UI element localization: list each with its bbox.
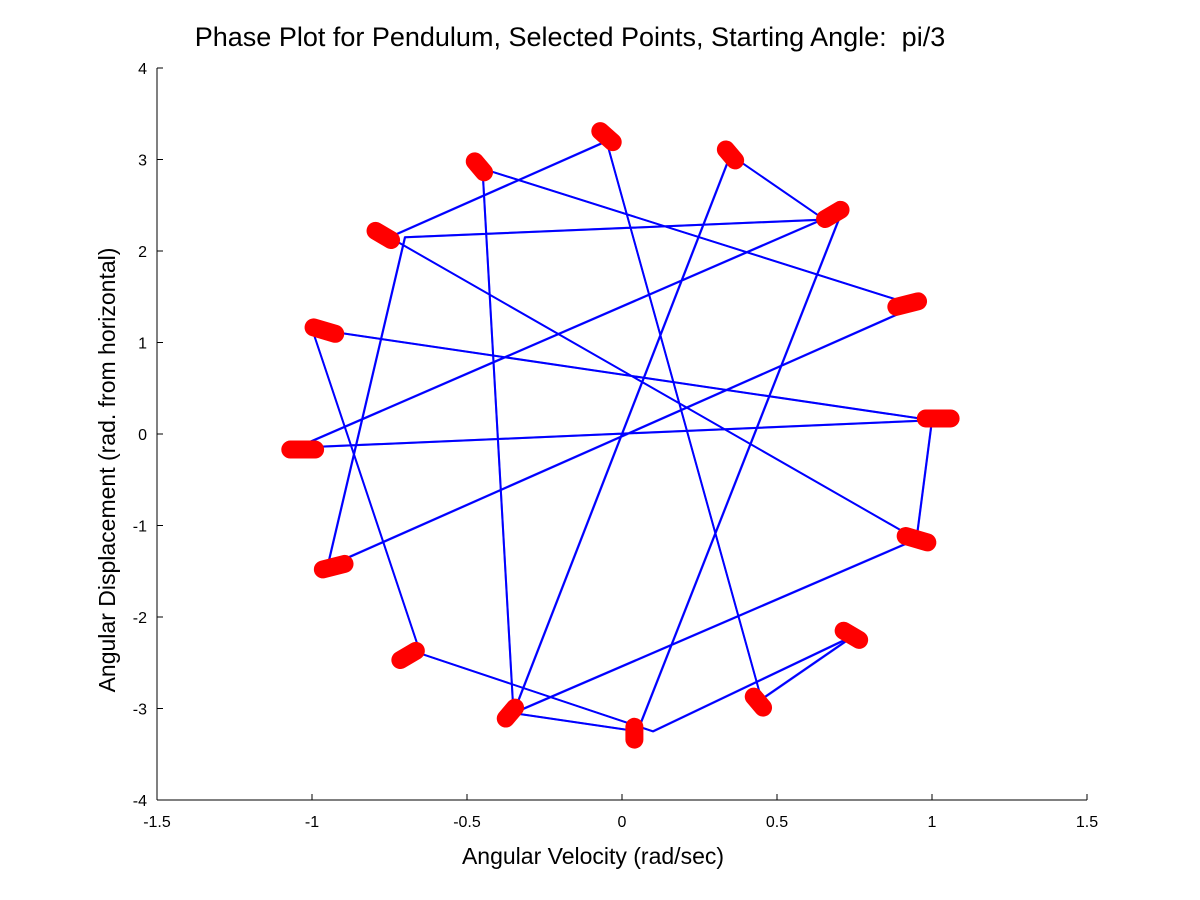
y-tick-label: 0 [138, 427, 147, 444]
y-tick-label: 1 [138, 336, 147, 353]
x-tick-label: 0.5 [766, 814, 788, 831]
selected-point-marker [887, 292, 928, 316]
y-ticks: -4 -3 -2 -1 0 1 2 3 4 [133, 61, 163, 810]
selected-point-marker [366, 221, 401, 250]
x-ticks: -1.5 -1 -0.5 0 0.5 1 1.5 [143, 794, 1098, 831]
y-tick-label: -3 [133, 702, 147, 719]
y-tick-label: -1 [133, 519, 147, 536]
y-tick-label: 2 [138, 244, 147, 261]
selected-point-marker [716, 140, 745, 170]
selected-point-marker [496, 698, 525, 728]
x-tick-label: -1.5 [143, 814, 171, 831]
y-tick-label: -2 [133, 610, 147, 627]
selected-point-marker [816, 200, 850, 228]
selected-point-marker [465, 152, 494, 182]
selected-point-marker [313, 554, 354, 579]
x-tick-label: 0 [618, 814, 627, 831]
x-tick-label: -0.5 [453, 814, 481, 831]
selected-point-marker [896, 527, 937, 552]
y-tick-label: 4 [138, 61, 147, 78]
x-axis-label: Angular Velocity (rad/sec) [462, 843, 724, 869]
x-tick-label: 1 [928, 814, 937, 831]
x-tick-label: 1.5 [1076, 814, 1098, 831]
selected-point-marker [391, 641, 425, 669]
selected-point-marker [834, 621, 869, 649]
y-tick-label: -4 [133, 793, 147, 810]
marker-layer [281, 122, 960, 749]
selected-point-marker [591, 122, 622, 152]
x-tick-label: -1 [305, 814, 319, 831]
selected-point-marker [744, 687, 773, 717]
axes: -1.5 -1 -0.5 0 0.5 1 1.5 -4 -3 -2 -1 0 1 2 3 4 [133, 61, 1098, 831]
selected-point-marker [304, 318, 345, 343]
y-axis-label: Angular Displacement (rad. from horizont… [94, 248, 120, 693]
chart-title: Phase Plot for Pendulum, Selected Points… [195, 22, 945, 52]
plot-area [281, 122, 960, 749]
y-tick-label: 3 [138, 153, 147, 170]
